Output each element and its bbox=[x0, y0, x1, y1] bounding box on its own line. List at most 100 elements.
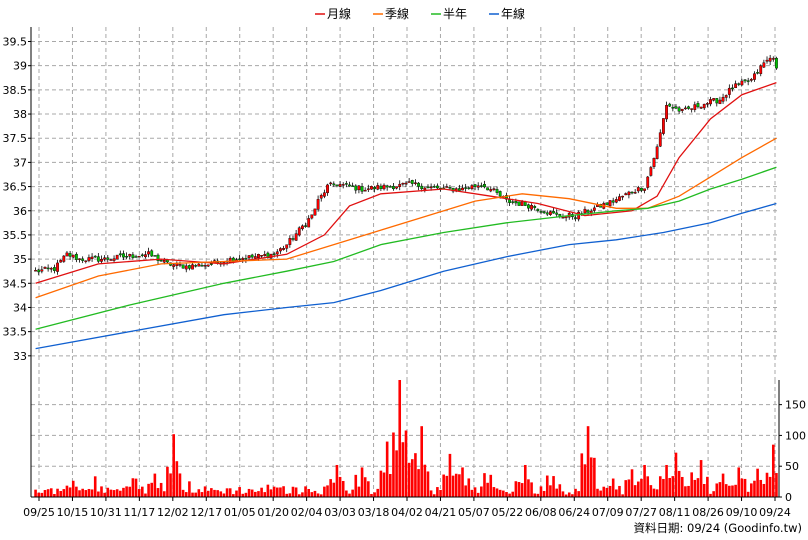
candle-body bbox=[483, 184, 486, 188]
volume-bar bbox=[715, 483, 719, 497]
volume-bar bbox=[122, 487, 125, 497]
volume-bar bbox=[407, 462, 411, 497]
candle-body bbox=[332, 183, 336, 186]
volume-bar bbox=[46, 489, 50, 497]
candle-body bbox=[690, 108, 694, 110]
candle-body bbox=[118, 253, 122, 256]
volume-bar bbox=[536, 493, 540, 497]
candle-body bbox=[718, 99, 722, 105]
volume-bar bbox=[649, 485, 653, 497]
candle-body bbox=[549, 211, 552, 215]
volume-bar bbox=[721, 473, 725, 497]
candle-body bbox=[530, 205, 533, 210]
candle-body bbox=[561, 217, 565, 219]
candle-body bbox=[197, 263, 201, 267]
candle-body bbox=[633, 192, 637, 194]
volume-bar bbox=[486, 482, 489, 497]
volume-bar bbox=[445, 475, 449, 497]
candle-body bbox=[137, 256, 141, 258]
candle-body bbox=[753, 73, 756, 80]
candle-body bbox=[250, 254, 254, 258]
candle-body bbox=[172, 264, 176, 267]
volume-bar bbox=[640, 478, 643, 497]
candle-body bbox=[34, 270, 37, 272]
candle-body bbox=[351, 185, 355, 187]
candle-body bbox=[59, 260, 63, 263]
volume-bar bbox=[655, 489, 659, 497]
legend-label-3: 年線 bbox=[501, 6, 525, 21]
volume-bar bbox=[753, 480, 756, 497]
candle-body bbox=[366, 188, 370, 190]
date-tick-label: 09/10 bbox=[726, 506, 758, 519]
volume-bar bbox=[156, 488, 160, 497]
volume-bar bbox=[605, 487, 609, 497]
volume-bar bbox=[125, 486, 128, 497]
candle-body bbox=[329, 182, 333, 185]
volume-tick-label: 100 bbox=[785, 429, 806, 442]
volume-bar bbox=[244, 492, 248, 497]
candle-body bbox=[520, 201, 524, 206]
volume-bar bbox=[392, 432, 395, 497]
volume-bar bbox=[398, 380, 402, 497]
volume-bar bbox=[511, 491, 515, 497]
candle-body bbox=[354, 185, 358, 191]
volume-bar bbox=[674, 452, 678, 497]
candle-body bbox=[662, 118, 665, 134]
volume-bar bbox=[222, 493, 226, 497]
date-tick-label: 02/04 bbox=[291, 506, 323, 519]
candle-body bbox=[727, 87, 731, 95]
date-tick-label: 11/17 bbox=[124, 506, 156, 519]
candle-body bbox=[203, 265, 207, 267]
candle-body bbox=[410, 180, 414, 184]
volume-bar bbox=[357, 486, 361, 497]
candle-body bbox=[527, 204, 530, 209]
volume-bar bbox=[420, 426, 423, 497]
candle-body bbox=[574, 217, 577, 219]
price-tick-label: 33.5 bbox=[3, 326, 28, 339]
volume-bar bbox=[401, 442, 405, 497]
candle-body bbox=[514, 201, 518, 204]
volume-bar bbox=[219, 491, 223, 497]
candle-body bbox=[46, 267, 50, 270]
volume-bar bbox=[150, 482, 154, 497]
volume-bar bbox=[210, 488, 213, 497]
candle-body bbox=[737, 83, 741, 85]
candle-body bbox=[721, 97, 725, 102]
candle-body bbox=[533, 206, 537, 208]
volume-bar bbox=[213, 489, 216, 497]
volume-bar bbox=[137, 489, 141, 497]
volume-bar bbox=[740, 478, 744, 497]
volume-bar bbox=[561, 491, 565, 497]
volume-bar bbox=[360, 467, 364, 497]
volume-bar bbox=[351, 489, 354, 497]
volume-bar bbox=[423, 464, 427, 497]
candle-body bbox=[489, 189, 493, 192]
volume-bar bbox=[637, 481, 640, 497]
date-tick-label: 01/05 bbox=[224, 506, 256, 519]
candle-body bbox=[435, 185, 439, 189]
volume-bar bbox=[232, 494, 235, 497]
price-panel: 33 33.5 34 34.5 35 35.5 36 36.5 37 37.5 38 38.5 39 39… bbox=[3, 27, 779, 380]
volume-bar bbox=[53, 494, 56, 497]
volume-bar bbox=[103, 492, 106, 497]
candle-body bbox=[178, 264, 182, 266]
ma-line-1 bbox=[35, 137, 777, 299]
candle-body bbox=[555, 212, 559, 215]
candle-body bbox=[263, 254, 267, 257]
volume-bar bbox=[442, 474, 445, 497]
candle-body bbox=[734, 83, 738, 89]
volume-bar bbox=[263, 492, 267, 497]
volume-bar bbox=[291, 486, 295, 497]
date-tick-label: 04/02 bbox=[391, 506, 423, 519]
volume-bar bbox=[78, 490, 81, 497]
candle-body bbox=[756, 72, 759, 74]
date-tick-label: 01/20 bbox=[257, 506, 289, 519]
volume-bar bbox=[743, 478, 747, 497]
volume-bar bbox=[128, 486, 132, 497]
date-tick-label: 10/15 bbox=[57, 506, 89, 519]
candle-body bbox=[608, 200, 612, 207]
volume-bar bbox=[34, 489, 37, 497]
volume-bar bbox=[363, 477, 367, 497]
candle-body bbox=[473, 184, 477, 187]
